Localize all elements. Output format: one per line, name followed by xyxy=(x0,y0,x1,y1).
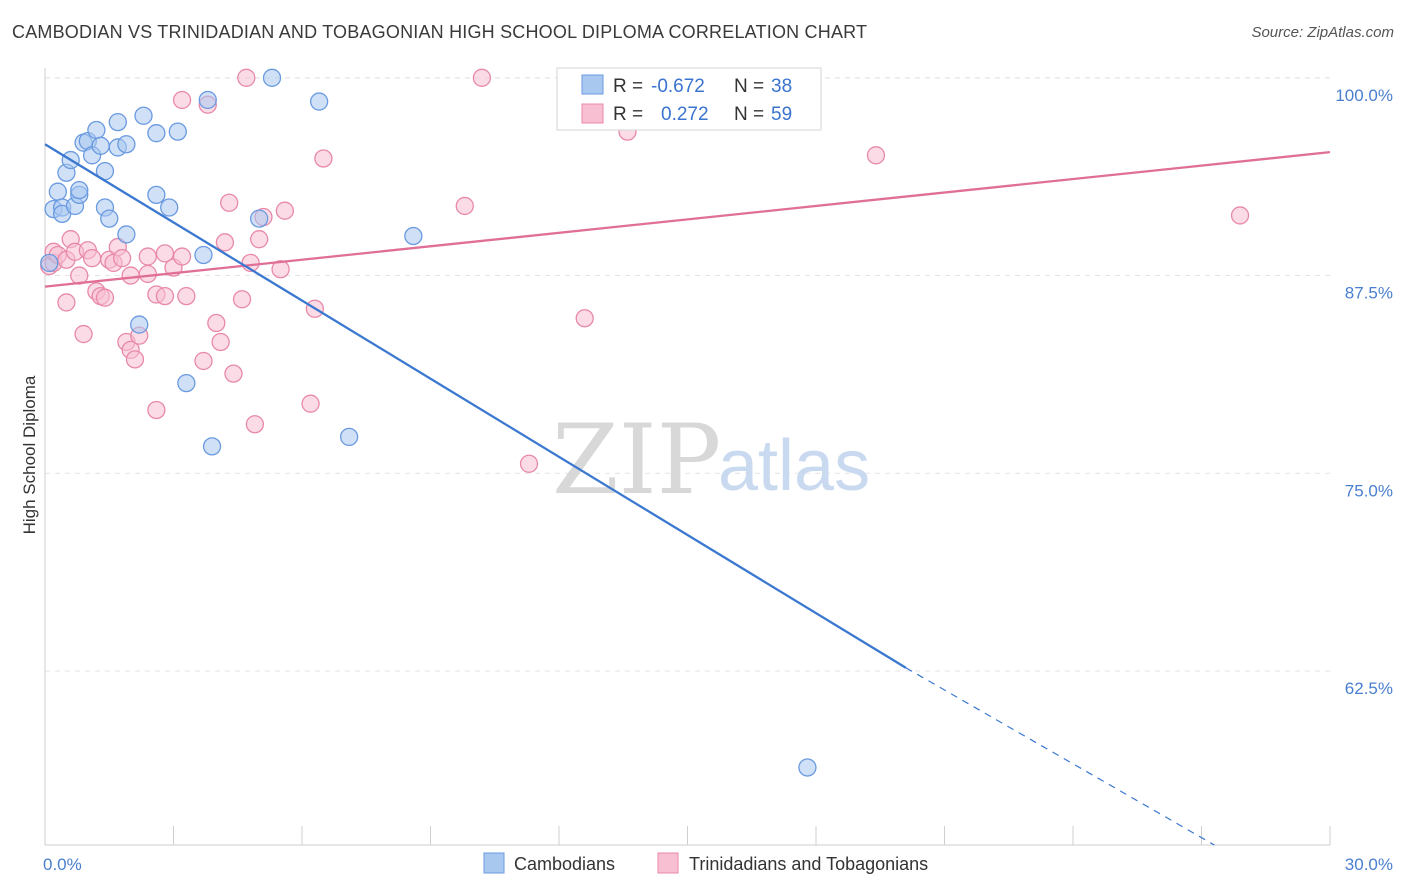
trinidadians-point xyxy=(271,260,290,279)
x-tick-label: 30.0% xyxy=(1345,855,1393,874)
cambodians-point xyxy=(70,180,89,200)
legend-r-label-cambodians: R = xyxy=(613,76,643,97)
cambodians-point xyxy=(108,112,127,132)
cambodians-point xyxy=(177,373,196,393)
trinidadians-trend-line xyxy=(44,151,1331,288)
y-tick-label: 75.0% xyxy=(1345,481,1393,500)
trinidadians-point xyxy=(245,415,265,434)
legend-swatch-trinidadians xyxy=(581,103,604,124)
cambodians-point xyxy=(404,226,423,246)
cambodians-point xyxy=(798,758,817,777)
trinidadians-point xyxy=(172,247,192,266)
legend-n-label-cambodians: N = xyxy=(734,76,764,97)
trinidadians-point xyxy=(112,248,132,268)
series-legend: Cambodians Trinidadians and Tobagonians xyxy=(483,852,928,874)
axes xyxy=(44,68,1331,846)
cambodians-point xyxy=(250,209,269,228)
trinidadians-point xyxy=(138,247,157,266)
watermark-zip: ZIP xyxy=(552,404,721,516)
trinidadians-point xyxy=(220,193,239,212)
trinidadians-point xyxy=(575,309,594,328)
trinidadians-point xyxy=(314,149,333,168)
cambodians-point xyxy=(160,198,179,217)
bottom-legend-swatch-trinidadians xyxy=(657,852,679,874)
trinidadians-point xyxy=(82,248,102,268)
cambodians-point xyxy=(130,315,149,334)
trinidadians-point xyxy=(74,324,93,344)
trinidadians-point xyxy=(155,286,175,306)
trinidadians-point xyxy=(57,293,76,312)
trinidadians-point xyxy=(172,90,192,110)
trinidadians-point xyxy=(275,201,295,220)
trinidadians-point xyxy=(147,400,166,420)
trinidadians-point xyxy=(211,332,230,352)
trinidadians-point xyxy=(472,68,492,87)
x-tick-label: 0.0% xyxy=(43,855,82,874)
cambodians-point xyxy=(134,106,153,125)
trend-lines xyxy=(44,143,1331,846)
cambodians-point xyxy=(117,225,136,244)
trinidadians-point xyxy=(250,230,269,249)
legend-r-value-trinidadians: 0.272 xyxy=(661,104,709,125)
y-tick-label: 62.5% xyxy=(1345,679,1393,698)
trinidadians-point xyxy=(207,313,226,333)
trinidadians-point xyxy=(232,290,252,309)
cambodians-point xyxy=(91,136,110,155)
trinidadians-point xyxy=(301,394,320,413)
y-tick-label: 100.0% xyxy=(1335,86,1393,105)
trinidadians-point xyxy=(224,364,243,383)
y-axis-label: High School Diploma xyxy=(20,375,39,534)
watermark: ZIP atlas xyxy=(552,404,870,516)
legend-r-label-trinidadians: R = xyxy=(613,104,643,125)
trinidadians-point xyxy=(155,244,175,263)
legend-n-value-trinidadians: 59 xyxy=(771,104,792,125)
cambodians-point xyxy=(339,427,359,447)
cambodians-point xyxy=(117,135,136,154)
cambodians-point xyxy=(147,124,166,143)
cambodians-point xyxy=(168,122,187,141)
legend-n-label-trinidadians: N = xyxy=(734,104,764,125)
trinidadians-point xyxy=(866,146,886,165)
trinidadians-point xyxy=(455,196,474,216)
cambodians-point xyxy=(48,182,67,201)
cambodians-point xyxy=(262,68,282,87)
y-tick-label: 87.5% xyxy=(1345,284,1393,303)
bottom-legend-label-cambodians: Cambodians xyxy=(514,854,615,874)
legend-swatch-cambodians xyxy=(581,74,604,95)
stats-legend: R = -0.672 N = 38 R = 0.272 N = 59 xyxy=(556,67,822,131)
cambodians-point xyxy=(87,120,106,140)
cambodians-point xyxy=(147,185,166,205)
trinidadians-point xyxy=(194,351,213,371)
trinidadians-point xyxy=(138,264,157,284)
cambodians-point xyxy=(194,245,213,265)
chart-title: CAMBODIAN VS TRINIDADIAN AND TOBAGONIAN … xyxy=(12,22,868,42)
bottom-legend-label-trinidadians: Trinidadians and Tobagonians xyxy=(689,854,928,874)
trinidadians-point xyxy=(215,233,235,252)
trinidadians-point xyxy=(519,454,539,473)
cambodians-point xyxy=(100,209,119,228)
cambodians-trend-line xyxy=(44,143,907,669)
cambodians-trend-extension xyxy=(905,667,1215,846)
trinidadians-point xyxy=(125,350,145,369)
trinidadians-point xyxy=(177,286,196,306)
y-tick-labels: 62.5% 75.0% 87.5% 100.0% xyxy=(1335,86,1393,698)
trinidadians-point xyxy=(1230,206,1250,225)
bottom-legend-swatch-cambodians xyxy=(483,852,505,874)
x-tick-labels: 0.0% 30.0% xyxy=(43,855,1393,874)
trinidadians-point xyxy=(121,266,140,285)
cambodians-point xyxy=(202,437,222,456)
trinidadians-point xyxy=(95,288,115,307)
watermark-atlas: atlas xyxy=(718,426,870,506)
legend-n-value-cambodians: 38 xyxy=(771,76,792,97)
cambodians-point xyxy=(309,92,329,111)
legend-r-value-cambodians: -0.672 xyxy=(651,76,705,97)
chart-source: Source: ZipAtlas.com xyxy=(1251,24,1394,41)
trinidadians-point xyxy=(237,68,256,87)
cambodians-point xyxy=(40,253,59,273)
cambodians-point xyxy=(198,90,217,110)
